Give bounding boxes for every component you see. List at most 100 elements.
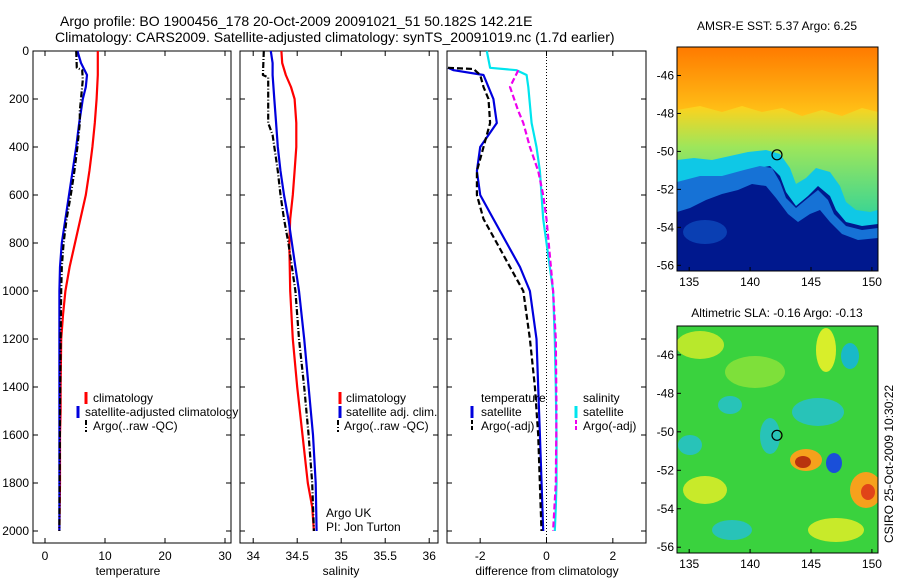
- y-tick-label: 1600: [2, 428, 29, 442]
- legend-label-temp-argo: Argo(-adj): [481, 419, 534, 433]
- x-tick-label: 140: [740, 557, 760, 571]
- x-tick-label: 0: [543, 549, 550, 563]
- series-line: [508, 69, 558, 532]
- y-tick-label: 1200: [2, 332, 29, 346]
- sla-blob: [678, 435, 702, 455]
- legend-label-satellite-adjusted: satellite-adjusted climatology: [85, 405, 238, 419]
- x-tick-label: 2: [609, 549, 616, 563]
- y-tick-label: 1400: [2, 380, 29, 394]
- float-owner-line-1: Argo UK: [326, 506, 371, 520]
- difference-panel: -2 0 2 difference from climatology tempera…: [446, 50, 647, 578]
- sla-blob: [808, 518, 864, 542]
- series-line: [269, 50, 318, 532]
- legend-heading-salinity: salinity: [583, 391, 620, 405]
- salinity-legend: climatology satellite adj. clim. Argo(..…: [337, 391, 437, 433]
- sla-blob: [792, 398, 844, 426]
- sla-blob: [725, 356, 785, 388]
- sst-map-image: [677, 47, 878, 271]
- series-line: [447, 66, 545, 532]
- sst-cyan-band: [677, 150, 878, 226]
- sst-blue-band: [677, 166, 878, 240]
- legend-label-argo: Argo(..raw -QC): [344, 419, 429, 433]
- sla-map-ticks: 135 140 145 150 -46 -48 -50 -52 -54 -56: [657, 348, 883, 571]
- sst-cold-patch: [683, 220, 727, 244]
- y-tick-label: 200: [9, 92, 29, 106]
- sla-map-image: [677, 326, 878, 553]
- y-tick-label: -56: [657, 258, 675, 272]
- series-line: [58, 50, 84, 532]
- header-line-1: Argo profile: BO 1900456_178 20-Oct-2009…: [60, 13, 532, 29]
- y-tick-label: -52: [657, 463, 675, 477]
- y-tick-label: -50: [657, 425, 675, 439]
- y-tick-label: -46: [657, 68, 675, 82]
- legend-label-sal-argo: Argo(-adj): [583, 419, 636, 433]
- difference-axis-label: difference from climatology: [475, 564, 618, 578]
- legend-heading-temperature: temperature: [481, 391, 546, 405]
- sst-map-ticks: 135 140 145 150 -46 -48 -50 -52 -54 -56: [657, 68, 883, 289]
- x-tick-label: 20: [158, 549, 172, 563]
- sla-blob: [712, 520, 752, 540]
- y-tick-label: -46: [657, 348, 675, 362]
- sst-map-frame: [676, 46, 879, 272]
- credit-stamp: CSIRO 25-Oct-2009 10:30:22: [882, 385, 896, 543]
- x-tick-label: 150: [862, 275, 882, 289]
- salinity-panel: 34 34.5 35 35.5 36 salinity climatology sate…: [239, 50, 439, 578]
- x-tick-label: 35: [335, 549, 349, 563]
- sla-blob: [816, 328, 836, 372]
- series-line: [280, 50, 315, 532]
- sla-blob: [861, 484, 875, 500]
- series-line: [447, 66, 543, 532]
- x-tick-label: 150: [862, 557, 882, 571]
- sla-blob: [795, 456, 811, 468]
- argo-float-marker: [771, 429, 783, 441]
- x-tick-label: 145: [801, 275, 821, 289]
- y-tick-label: -54: [657, 502, 675, 516]
- x-tick-label: 36: [423, 549, 437, 563]
- series-line: [261, 50, 315, 532]
- y-tick-label: -54: [657, 220, 675, 234]
- series-line: [58, 50, 89, 531]
- legend-label-sal-satellite: satellite: [583, 405, 624, 419]
- salinity-plot-frame: [239, 50, 439, 544]
- legend-label-climatology: climatology: [346, 391, 406, 405]
- x-tick-label: 135: [679, 275, 699, 289]
- y-tick-label: 0: [22, 44, 29, 58]
- temperature-series: [58, 50, 99, 532]
- header-line-2: Climatology: CARS2009. Satellite-adjuste…: [55, 29, 615, 45]
- x-tick-label: 35.5: [374, 549, 398, 563]
- x-tick-label: 140: [740, 275, 760, 289]
- y-tick-label: 800: [9, 236, 29, 250]
- x-tick-label: 30: [218, 549, 232, 563]
- temperature-panel: 0 10 20 30 0 200 400 600 800 1000 1200 1400 1600 1800…: [2, 44, 238, 578]
- y-tick-label: -50: [657, 144, 675, 158]
- sst-map-title: AMSR-E SST: 5.37 Argo: 6.25: [697, 19, 857, 33]
- float-owner-line-2: PI: Jon Turton: [326, 520, 401, 534]
- y-tick-label: -48: [657, 106, 675, 120]
- x-tick-label: 34.5: [286, 549, 310, 563]
- y-tick-label: 600: [9, 188, 29, 202]
- y-tick-label: 2000: [2, 524, 29, 538]
- sla-blob: [841, 343, 859, 369]
- sst-front-zone: [677, 106, 878, 222]
- temperature-ticks: 0 10 20 30 0 200 400 600 800 1000 1200 1400 1600 1800…: [2, 44, 232, 563]
- x-tick-label: 34: [247, 549, 261, 563]
- sst-map-panel: AMSR-E SST: 5.37 Argo: 6.25 135 140 145 150…: [657, 19, 883, 289]
- legend-label-temp-satellite: satellite: [481, 405, 522, 419]
- x-tick-label: -2: [475, 549, 486, 563]
- x-tick-label: 135: [679, 557, 699, 571]
- salinity-axis-label: salinity: [323, 564, 360, 578]
- sla-map-frame: [676, 325, 879, 554]
- y-tick-label: 1800: [2, 476, 29, 490]
- temperature-legend: climatology satellite-adjusted climatolo…: [76, 391, 238, 433]
- legend-label-satellite-adj: satellite adj. clim.: [346, 405, 437, 419]
- salinity-series: [261, 50, 318, 532]
- y-tick-label: 1000: [2, 284, 29, 298]
- temperature-plot-frame: [32, 50, 232, 544]
- x-tick-label: 145: [801, 557, 821, 571]
- sla-blob: [677, 331, 724, 359]
- y-tick-label: -52: [657, 182, 675, 196]
- y-tick-label: -56: [657, 540, 675, 554]
- y-tick-label: -48: [657, 386, 675, 400]
- x-tick-label: 10: [98, 549, 112, 563]
